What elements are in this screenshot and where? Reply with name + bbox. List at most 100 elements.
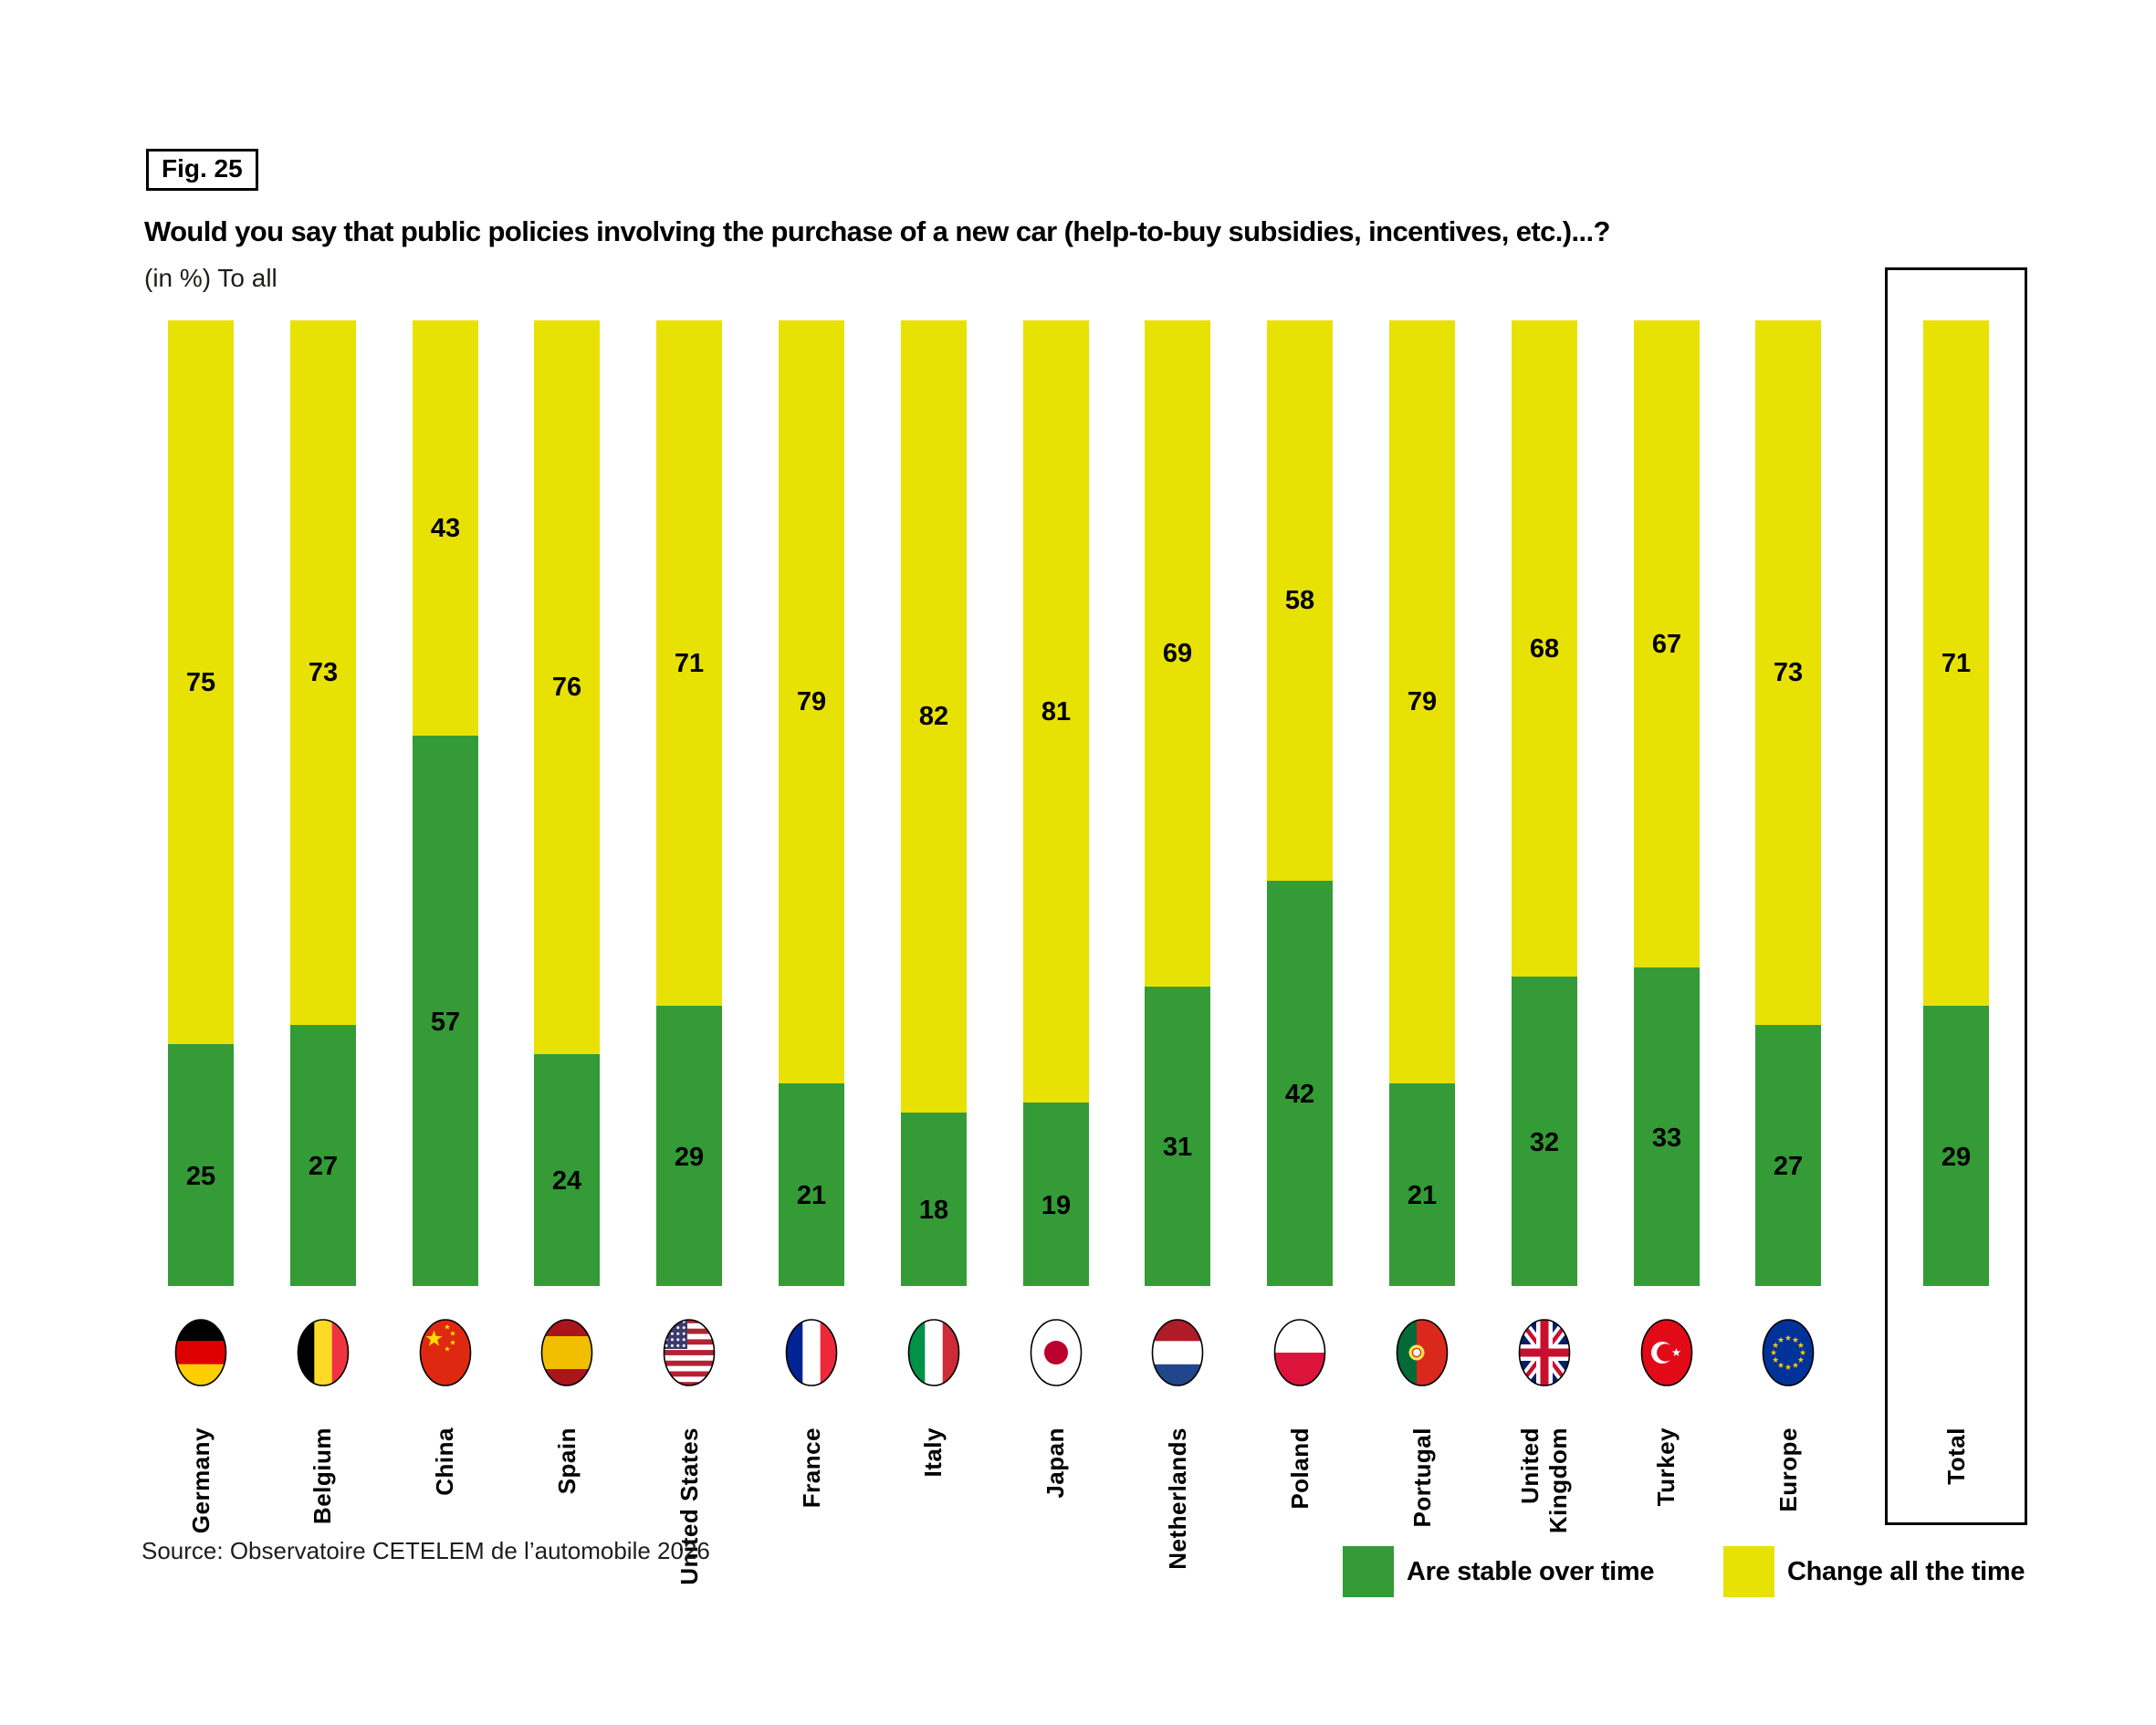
bar-united-states: 71 29 [656, 320, 722, 1286]
segment-stable-germany [168, 1044, 234, 1286]
flag-poland [1273, 1319, 1326, 1386]
bar-united-kingdom: 68 32 [1512, 320, 1577, 1286]
bar-belgium: 73 27 [290, 320, 356, 1286]
value-label-stable: 33 [1651, 1124, 1682, 1153]
category-label-italy: Italy [919, 1427, 947, 1478]
value-label-change: 73 [308, 658, 339, 687]
value-label-change: 79 [1407, 687, 1438, 716]
stable-legend-swatch [1343, 1546, 1394, 1597]
segment-stable-china [413, 736, 478, 1286]
segment-change-japan [1023, 320, 1089, 1103]
stable-legend-label: Are stable over time [1407, 1556, 1655, 1586]
segment-stable-europe [1755, 1025, 1821, 1286]
value-label-stable: 27 [1773, 1152, 1804, 1181]
bar-netherlands: 69 31 [1145, 320, 1210, 1286]
bar-portugal: 79 21 [1389, 320, 1455, 1286]
flag-germany [174, 1319, 227, 1386]
segment-stable-netherlands [1145, 987, 1210, 1286]
flag-netherlands [1151, 1319, 1204, 1386]
segment-change-france [779, 320, 844, 1083]
flag-turkey [1640, 1319, 1693, 1386]
segment-stable-italy [901, 1113, 967, 1286]
value-label-stable: 29 [674, 1143, 705, 1172]
value-label-stable: 18 [918, 1196, 949, 1225]
bar-germany: 75 25 [168, 320, 234, 1286]
segment-change-belgium [290, 320, 356, 1025]
value-label-stable: 24 [551, 1166, 582, 1196]
segment-stable-japan [1023, 1103, 1089, 1286]
value-label-stable: 21 [796, 1181, 827, 1210]
segment-stable-belgium [290, 1025, 356, 1286]
segment-stable-poland [1267, 881, 1333, 1286]
segment-stable-portugal [1389, 1083, 1455, 1286]
total-highlight-box [1885, 267, 2027, 1525]
segment-change-spain [534, 320, 600, 1054]
segment-change-turkey [1634, 320, 1700, 967]
value-label-change: 81 [1041, 697, 1072, 727]
value-label-change: 69 [1162, 639, 1193, 668]
value-label-stable: 57 [430, 1008, 461, 1037]
segment-stable-united-states [656, 1006, 722, 1286]
segment-stable-spain [534, 1054, 600, 1286]
bar-japan: 81 19 [1023, 320, 1089, 1286]
segment-change-united-states [656, 320, 722, 1006]
segment-change-poland [1267, 320, 1333, 881]
value-label-change: 67 [1651, 630, 1682, 659]
value-label-change: 71 [674, 649, 705, 678]
category-label-turkey: Turkey [1652, 1427, 1680, 1507]
value-label-change: 68 [1529, 634, 1560, 664]
bar-spain: 76 24 [534, 320, 600, 1286]
segment-stable-total [1923, 1006, 1989, 1286]
value-label-change: 79 [796, 687, 827, 716]
value-label-change: 75 [185, 668, 216, 697]
legend-item-change: Change all the time [1723, 1546, 2025, 1597]
bar-france: 79 21 [779, 320, 844, 1286]
value-label-change: 43 [430, 514, 461, 543]
figure-label: Fig. 25 [146, 149, 258, 191]
flag-france [785, 1319, 838, 1386]
chart-title: Would you say that public policies invol… [144, 215, 1610, 247]
chart-subtitle: (in %) To all [144, 264, 277, 292]
value-label-stable: 27 [308, 1152, 339, 1181]
value-label-change: 71 [1941, 649, 1972, 678]
bar-europe: 73 27 [1755, 320, 1821, 1286]
change-legend-label: Change all the time [1787, 1556, 2025, 1586]
value-label-stable: 21 [1407, 1181, 1438, 1210]
segment-stable-france [779, 1083, 844, 1286]
flag-portugal [1396, 1319, 1449, 1386]
value-label-change: 76 [551, 673, 582, 702]
flag-china [419, 1319, 472, 1386]
value-label-stable: 25 [185, 1162, 216, 1191]
segment-stable-united-kingdom [1512, 977, 1577, 1286]
segment-change-germany [168, 320, 234, 1044]
legend-item-stable: Are stable over time [1343, 1546, 1655, 1597]
flag-italy [907, 1319, 960, 1386]
flag-belgium [297, 1319, 350, 1386]
value-label-change: 82 [918, 702, 949, 731]
segment-change-europe [1755, 320, 1821, 1025]
category-label-france: France [798, 1427, 825, 1509]
bar-poland: 58 42 [1267, 320, 1333, 1286]
bar-italy: 82 18 [901, 320, 967, 1286]
source-note: Source: Observatoire CETELEM de l’automo… [141, 1537, 710, 1564]
flag-united-kingdom [1518, 1319, 1571, 1386]
segment-stable-turkey [1634, 967, 1700, 1286]
bar-turkey: 67 33 [1634, 320, 1700, 1286]
value-label-change: 58 [1284, 586, 1315, 615]
segment-change-united-kingdom [1512, 320, 1577, 977]
value-label-stable: 19 [1041, 1191, 1072, 1220]
category-label-netherlands: Netherlands [1164, 1427, 1191, 1570]
value-label-change: 73 [1773, 658, 1804, 687]
bar-china: 43 57 [413, 320, 478, 1286]
segment-change-italy [901, 320, 967, 1113]
flag-japan [1030, 1319, 1083, 1386]
segment-change-total [1923, 320, 1989, 1006]
value-label-stable: 31 [1162, 1133, 1193, 1162]
flag-spain [540, 1319, 593, 1386]
flag-united-states [663, 1319, 716, 1386]
value-label-stable: 29 [1941, 1143, 1972, 1172]
segment-change-netherlands [1145, 320, 1210, 987]
bar-total: 71 29 [1923, 320, 1989, 1286]
category-label-poland: Poland [1286, 1427, 1313, 1510]
value-label-stable: 42 [1284, 1080, 1315, 1109]
